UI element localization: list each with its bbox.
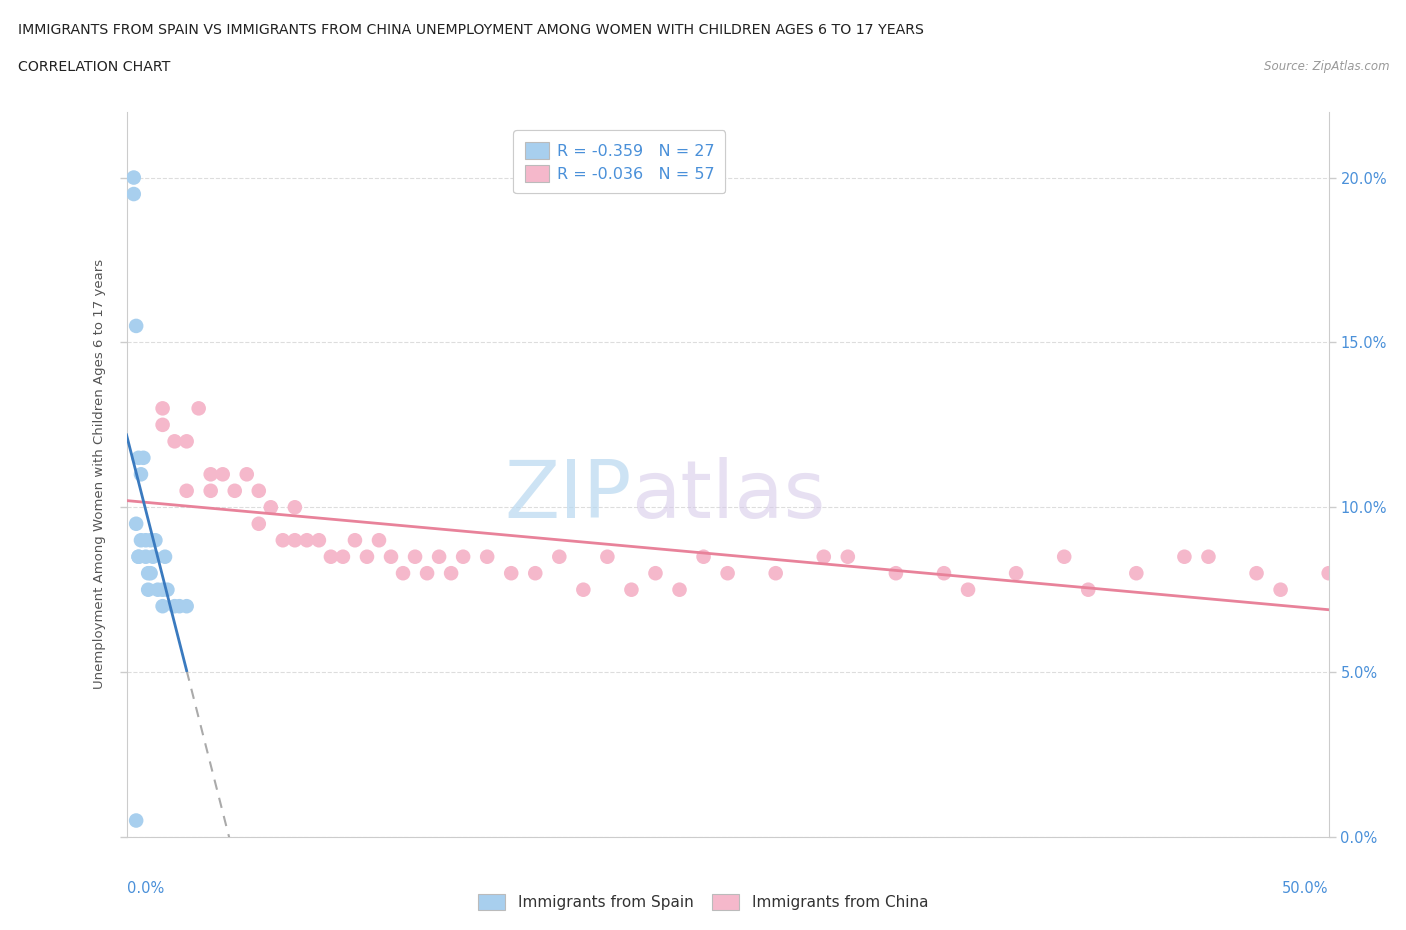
Point [404,550,426,565]
Point [139,533,162,548]
Point [765,565,787,580]
Point [136,565,159,580]
Point [1246,565,1268,580]
Point [416,565,439,580]
Y-axis label: Unemployment Among Women with Children Ages 6 to 17 years: Unemployment Among Women with Children A… [93,259,107,689]
Point [475,550,498,565]
Point [380,550,402,565]
Text: atlas: atlas [631,457,825,535]
Point [319,550,342,565]
Point [176,599,198,614]
Point [716,565,740,580]
Point [572,582,595,597]
Point [1077,582,1099,597]
Point [200,467,222,482]
Point [139,565,162,580]
Point [813,550,835,565]
Point [142,550,165,565]
Point [152,401,174,416]
Point [440,565,463,580]
Point [884,565,907,580]
Text: 50.0%: 50.0% [1282,881,1329,896]
Point [932,565,955,580]
Legend: R = -0.359   N = 27, R = -0.036   N = 57: R = -0.359 N = 27, R = -0.036 N = 57 [513,130,725,193]
Point [451,550,474,565]
Point [135,550,157,565]
Point [1005,565,1028,580]
Point [122,170,145,185]
Point [524,565,547,580]
Point [224,484,246,498]
Point [644,565,666,580]
Point [169,599,191,614]
Point [153,550,176,565]
Point [284,533,307,548]
Point [247,484,270,498]
Point [356,550,378,565]
Point [284,499,307,514]
Point [128,550,150,565]
Point [128,450,150,465]
Point [427,550,450,565]
Point [368,533,391,548]
Point [145,533,167,548]
Point [129,467,152,482]
Point [211,467,233,482]
Point [152,418,174,432]
Point [668,582,690,597]
Point [692,550,714,565]
Point [122,187,145,202]
Point [125,318,148,333]
Point [260,499,283,514]
Point [596,550,619,565]
Point [176,484,198,498]
Point [235,467,259,482]
Point [152,582,174,597]
Point [129,533,152,548]
Point [1173,550,1195,565]
Point [1053,550,1076,565]
Point [152,599,174,614]
Point [271,533,294,548]
Point [125,813,148,828]
Point [1197,550,1219,565]
Text: IMMIGRANTS FROM SPAIN VS IMMIGRANTS FROM CHINA UNEMPLOYMENT AMONG WOMEN WITH CHI: IMMIGRANTS FROM SPAIN VS IMMIGRANTS FROM… [18,23,924,37]
Text: 0.0%: 0.0% [127,881,163,896]
Point [1317,565,1340,580]
Point [200,484,222,498]
Point [343,533,366,548]
Point [187,401,209,416]
Text: CORRELATION CHART: CORRELATION CHART [18,60,170,74]
Point [837,550,859,565]
Point [135,533,157,548]
Point [128,550,150,565]
Point [163,599,186,614]
Point [132,450,155,465]
Point [620,582,643,597]
Point [176,434,198,449]
Legend: Immigrants from Spain, Immigrants from China: Immigrants from Spain, Immigrants from C… [471,886,935,918]
Text: Source: ZipAtlas.com: Source: ZipAtlas.com [1264,60,1389,73]
Point [295,533,318,548]
Point [136,582,159,597]
Point [956,582,979,597]
Point [332,550,354,565]
Text: ZIP: ZIP [505,457,631,535]
Point [308,533,330,548]
Point [247,516,270,531]
Point [1125,565,1147,580]
Point [163,434,186,449]
Point [1270,582,1292,597]
Point [125,516,148,531]
Point [501,565,523,580]
Point [392,565,415,580]
Point [146,582,169,597]
Point [156,582,179,597]
Point [548,550,571,565]
